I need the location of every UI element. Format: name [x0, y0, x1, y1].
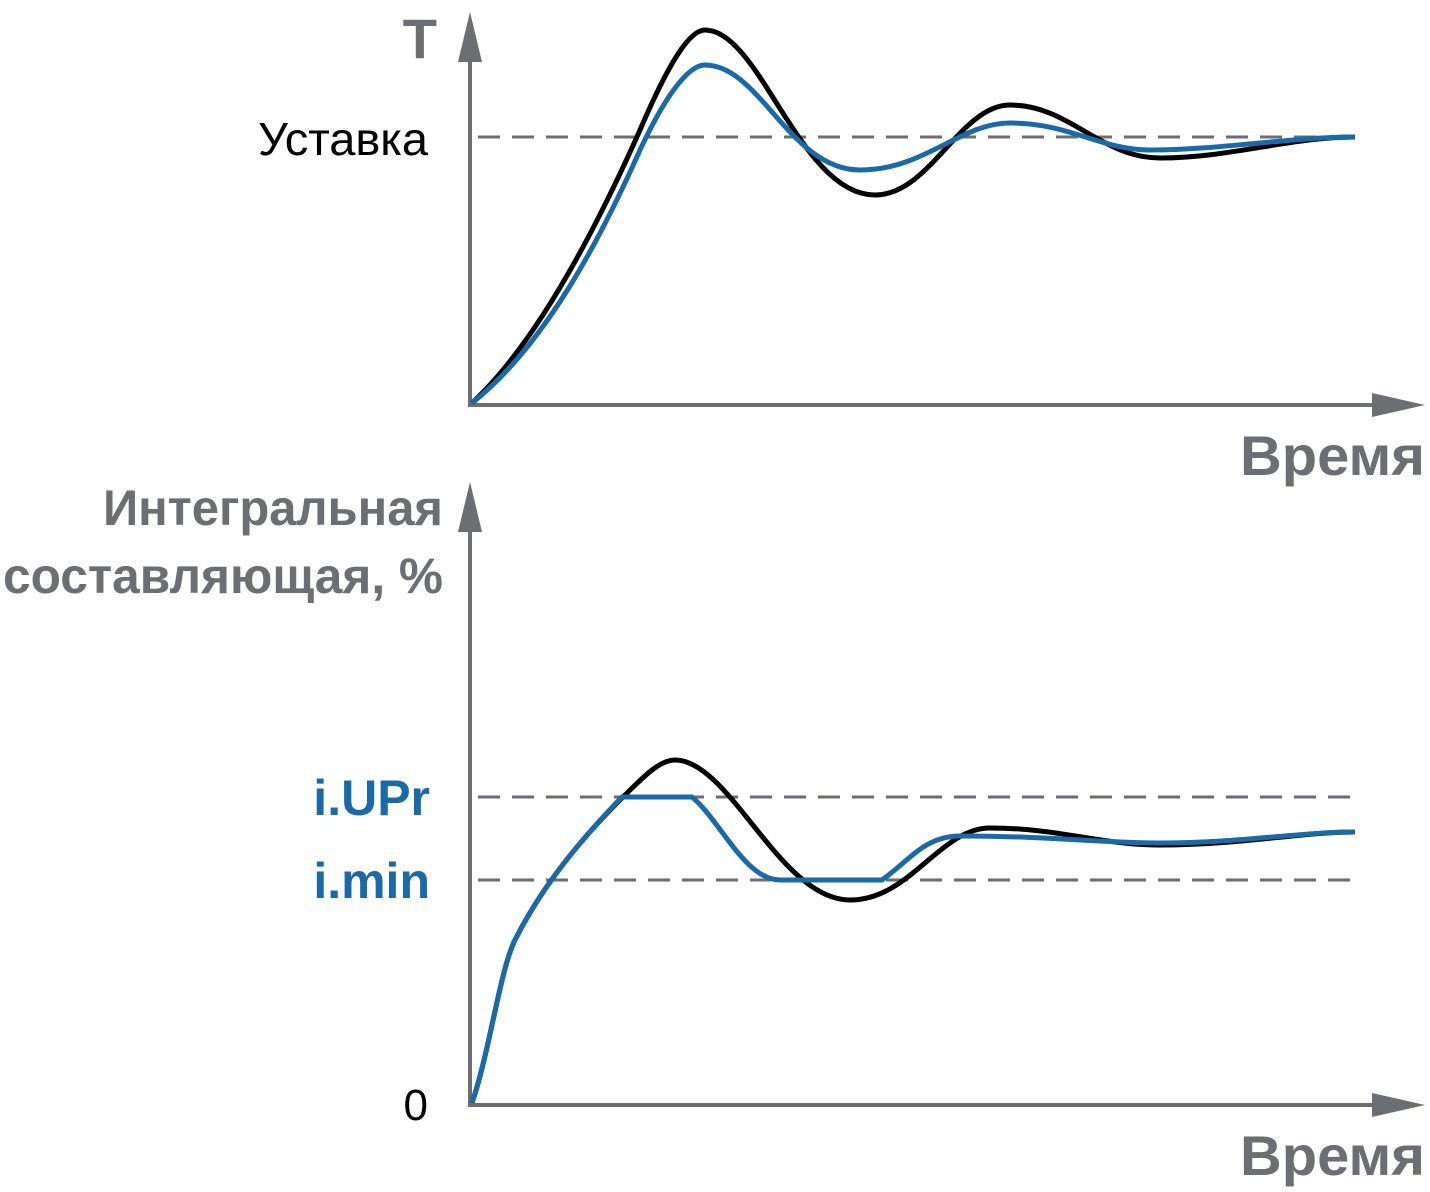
x-axis-label: Время — [1240, 1124, 1425, 1187]
bottom-axes — [458, 482, 1425, 1117]
lower-limit-label: i.min — [313, 853, 430, 909]
x-arrow — [1372, 393, 1425, 417]
x-axis-label: Время — [1240, 424, 1425, 487]
y-axis-label-line2: составляющая, % — [3, 548, 443, 604]
integral-curve-blue — [469, 794, 1356, 1104]
y-axis-label: Т — [403, 7, 437, 70]
setpoint-label: Уставка — [258, 113, 428, 165]
upper-limit-label: i.UPr — [313, 770, 430, 826]
y-axis-label-line1: Интегральная — [103, 480, 443, 536]
top-axes — [458, 12, 1425, 417]
temperature-curve-black — [470, 27, 1356, 405]
x-arrow — [1372, 1093, 1425, 1117]
integral-curve-black — [469, 757, 1356, 1104]
y-arrow — [458, 12, 482, 62]
zero-label: 0 — [404, 1081, 428, 1130]
temperature-curve-blue — [470, 62, 1356, 405]
y-arrow — [458, 482, 482, 532]
